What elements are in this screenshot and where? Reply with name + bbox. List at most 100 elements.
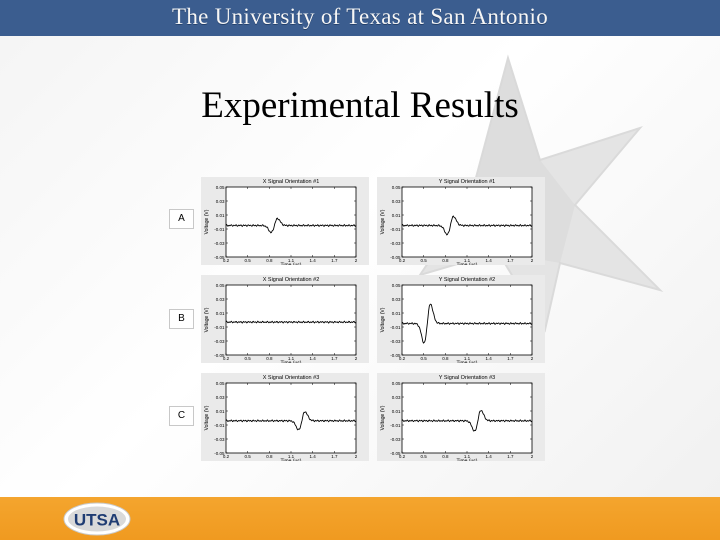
plot-title: X Signal Orientation #3 — [263, 375, 320, 381]
x-tick-label: 0.2 — [399, 454, 406, 459]
plot-panel: Y Signal Orientation #3 0.05 0.03 0.01 -0.01… — [377, 373, 545, 461]
y-tick-label: 0.03 — [216, 199, 225, 204]
y-tick-label: -0.01 — [214, 423, 225, 428]
y-tick-label: -0.03 — [214, 241, 225, 246]
x-tick-label: 1.4 — [310, 258, 317, 263]
y-tick-label: 0.01 — [392, 311, 401, 316]
x-tick-label: 0.2 — [399, 356, 406, 361]
x-tick-label: 1.4 — [486, 356, 493, 361]
x-tick-label: 0.2 — [399, 258, 406, 263]
logo-text: UTSA — [74, 511, 120, 530]
plot-area — [401, 186, 533, 258]
x-axis-label: Time (us) — [281, 361, 302, 364]
x-tick-label: 2 — [531, 454, 534, 459]
slide-title: Experimental Results — [201, 85, 519, 126]
x-axis-label: Time (us) — [457, 459, 478, 462]
x-tick-label: 1.4 — [486, 258, 493, 263]
y-tick-label: 0.05 — [216, 283, 225, 288]
y-tick-label: 0.05 — [216, 185, 225, 190]
plot-panel: Y Signal Orientation #2 0.05 0.03 0.01 -0.01… — [377, 275, 545, 363]
x-axis-label: Time (us) — [281, 263, 302, 266]
x-tick-label: 1.1 — [464, 356, 471, 361]
y-axis-label: Voltage (V) — [380, 307, 386, 332]
y-tick-label: -0.01 — [390, 227, 401, 232]
y-tick-label: -0.01 — [390, 325, 401, 330]
signal-trace — [225, 411, 357, 431]
plot-title: Y Signal Orientation #3 — [439, 375, 495, 381]
x-axis-label: Time (us) — [457, 361, 478, 364]
x-tick-label: 0.5 — [245, 258, 252, 263]
y-tick-label: 0.03 — [392, 395, 401, 400]
plot-panel: Y Signal Orientation #1 0.05 0.03 0.01 -0.01… — [377, 177, 545, 265]
x-tick-label: 0.2 — [223, 258, 230, 263]
y-tick-label: -0.05 — [214, 255, 225, 260]
x-tick-label: 1.1 — [288, 454, 295, 459]
y-tick-label: 0.01 — [216, 409, 225, 414]
x-tick-label: 0.5 — [245, 454, 252, 459]
plot-svg: Y Signal Orientation #2 0.05 0.03 0.01 -0.01… — [380, 277, 534, 364]
y-tick-label: 0.03 — [392, 199, 401, 204]
x-tick-label: 1.7 — [331, 258, 338, 263]
y-tick-label: -0.03 — [390, 339, 401, 344]
x-tick-label: 1.1 — [464, 454, 471, 459]
plot-area — [401, 382, 533, 454]
x-tick-label: 2 — [355, 454, 358, 459]
university-title: The University of Texas at San Antonio — [171, 4, 549, 29]
x-tick-label: 0.8 — [266, 258, 273, 263]
row-label-c: C — [169, 406, 194, 426]
y-axis-label: Voltage (V) — [204, 307, 210, 332]
plot-svg: Y Signal Orientation #3 0.05 0.03 0.01 -0.01… — [380, 375, 534, 462]
y-tick-label: 0.05 — [216, 381, 225, 386]
plot-area — [401, 284, 533, 356]
x-tick-label: 2 — [355, 356, 358, 361]
x-tick-label: 1.4 — [310, 356, 317, 361]
x-tick-label: 1.7 — [331, 356, 338, 361]
y-tick-label: -0.05 — [390, 451, 401, 456]
x-tick-label: 0.8 — [442, 454, 449, 459]
signal-trace — [401, 215, 533, 236]
y-tick-label: 0.05 — [392, 283, 401, 288]
x-tick-label: 1.7 — [331, 454, 338, 459]
x-tick-label: 1.1 — [288, 356, 295, 361]
y-tick-label: 0.03 — [216, 297, 225, 302]
y-tick-label: 0.03 — [392, 297, 401, 302]
x-tick-label: 0.5 — [421, 258, 428, 263]
y-tick-label: -0.05 — [390, 353, 401, 358]
y-tick-label: -0.03 — [214, 339, 225, 344]
plot-panel: X Signal Orientation #1 0.05 0.03 0.01 -0.01… — [201, 177, 369, 265]
x-tick-label: 1.7 — [507, 454, 514, 459]
y-axis-label: Voltage (V) — [204, 405, 210, 430]
x-tick-label: 0.8 — [442, 258, 449, 263]
plot-title: Y Signal Orientation #1 — [439, 179, 495, 185]
y-tick-label: 0.05 — [392, 381, 401, 386]
x-tick-label: 0.5 — [421, 454, 428, 459]
plot-svg: X Signal Orientation #3 0.05 0.03 0.01 -0.01… — [204, 375, 358, 461]
y-tick-label: 0.05 — [392, 185, 401, 190]
plot-area — [225, 284, 357, 356]
x-tick-label: 1.4 — [486, 454, 493, 459]
y-tick-label: -0.05 — [214, 451, 225, 456]
plot-svg: X Signal Orientation #1 0.05 0.03 0.01 -0.01… — [204, 179, 358, 266]
plot-svg: X Signal Orientation #2 0.05 0.03 0.01 -0.01… — [204, 277, 358, 364]
x-axis-label: Time (us) — [457, 263, 478, 266]
y-tick-label: -0.03 — [214, 437, 225, 442]
row-label-a: A — [169, 209, 194, 229]
plot-title: X Signal Orientation #2 — [263, 277, 320, 283]
plot-panel: X Signal Orientation #2 0.05 0.03 0.01 -0.01… — [201, 275, 369, 363]
plot-area — [225, 186, 357, 258]
x-tick-label: 1.7 — [507, 356, 514, 361]
x-tick-label: 0.5 — [421, 356, 428, 361]
y-tick-label: -0.01 — [390, 423, 401, 428]
y-tick-label: 0.03 — [216, 395, 225, 400]
plot-title: Y Signal Orientation #2 — [439, 277, 495, 283]
x-tick-label: 0.2 — [223, 454, 230, 459]
header-bar: The University of Texas at San Antonio — [0, 0, 720, 36]
signal-trace — [225, 217, 357, 234]
y-tick-label: -0.01 — [214, 227, 225, 232]
y-axis-label: Voltage (V) — [380, 209, 386, 234]
y-tick-label: -0.03 — [390, 241, 401, 246]
x-tick-label: 0.8 — [442, 356, 449, 361]
y-tick-label: -0.03 — [390, 437, 401, 442]
x-tick-label: 0.8 — [266, 454, 273, 459]
plot-title: X Signal Orientation #1 — [263, 179, 320, 185]
